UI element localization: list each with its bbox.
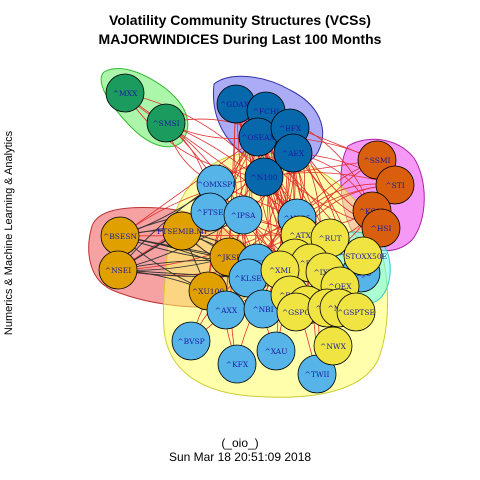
node-sti: ^STI [375,165,415,205]
node-label: ^KLSE [234,274,261,283]
node-label: ^IXIC [313,268,337,277]
node-label: ^STOXX50E [339,252,387,261]
node-label: ^FTSE [196,208,223,217]
node-label: ^BFX [279,124,302,133]
node-label: ^NSEI [105,266,131,275]
node-label: ^XMI [269,266,291,275]
node-stoxx50e: ^STOXX50E [339,236,387,276]
node-n100: ^N100 [244,157,284,197]
node-label: ^XU100 [192,287,224,296]
footer-face: (_oio_) [221,436,259,450]
node-label: FTSEMIB.MI [157,227,207,236]
node-label: ^ATX [289,231,311,240]
node-label: ^SMSI [152,119,179,128]
node-nsei: ^NSEI [98,250,138,290]
node-label: ^AEX [282,149,305,158]
node-label: ^OMXSPI [197,180,236,189]
node-circle [343,236,383,276]
node-circle [98,250,138,290]
nodes: ^MXX ^SMSI ^GDAXI^FCHI ^OSEAX ^BFX ^AEX ^N100 ^… [98,73,415,394]
node-label: ^XAU [264,347,287,356]
node-label: ^GSPC [282,308,310,317]
node-label: ^GSPTSE [337,308,375,317]
node-bvsp: ^BVSP [171,321,211,361]
node-label: ^KFX [226,360,249,369]
edge [119,234,301,237]
node-label: ^GDAXI [220,100,252,109]
node-label: ^STI [385,181,404,190]
chart-title: Volatility Community Structures (VCSs) [109,12,371,28]
node-label: ^MXX [113,89,138,98]
node-label: ^FCHI [253,107,280,116]
node-gsptse: ^GSPTSE [336,292,376,332]
node-label: ^JKSE [216,253,242,262]
node-circle [223,195,263,235]
node-hsi: ^HSI [361,208,401,248]
node-smsi: ^SMSI [146,103,186,143]
node-circle [171,321,211,361]
node-label: ^RUT [318,234,341,243]
node-label: ^BSESN [103,232,138,241]
node-circle [244,157,284,197]
node-aex: ^AEX [273,133,313,173]
node-label: ^AXX [215,306,238,315]
node-circle [336,292,376,332]
node-nwx: ^NWX [313,326,353,366]
node-axx: ^AXX [206,290,246,330]
node-circle [217,344,257,384]
node-label: ^BVSP [177,337,204,346]
node-circle [361,208,401,248]
node-circle [375,165,415,205]
node-circle [313,326,353,366]
node-circle [273,133,313,173]
node-ipsa: ^IPSA [223,195,263,235]
node-bsesn: ^BSESN [100,216,140,256]
node-label: ^IPSA [231,211,256,220]
node-circle [105,73,145,113]
node-label: ^N100 [250,173,277,182]
node-ftsemib-mi: FTSEMIB.MI [157,211,207,251]
node-circle [256,331,296,371]
node-label: ^OEX [328,282,352,291]
node-gspc: ^GSPC [276,292,316,332]
footer-timestamp: Sun Mar 18 20:51:09 2018 [168,450,312,464]
node-ftse: ^FTSE [190,192,230,232]
node-circle [146,103,186,143]
node-label: ^NWX [320,342,347,351]
node-label: ^OSEAX [241,133,275,142]
node-mxx: ^MXX [105,73,145,113]
edge [124,92,265,178]
node-xau: ^XAU [256,331,296,371]
chart-subtitle: MAJORWINDICES During Last 100 Months [98,31,382,47]
node-label: ^NBI [252,305,273,314]
node-label: ^SSMI [363,156,390,165]
node-kfx: ^KFX [217,344,257,384]
edge [119,136,259,237]
node-label: ^HSI [371,224,392,233]
node-label: ^TWII [305,370,330,379]
node-circle [162,211,202,251]
